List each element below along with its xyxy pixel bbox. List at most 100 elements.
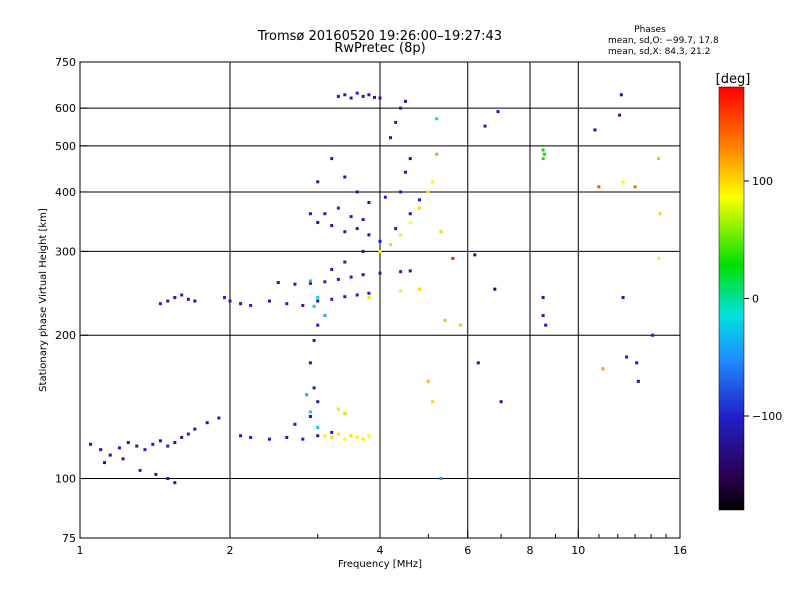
data-point [408, 212, 412, 216]
data-point [373, 95, 377, 99]
data-point [426, 190, 430, 194]
x-tick-label: 2 [227, 544, 234, 557]
data-point [403, 170, 407, 174]
data-point [121, 457, 125, 461]
chart-subtitle: RwPretec (8p) [334, 41, 425, 56]
data-point [408, 269, 412, 273]
data-point [657, 256, 661, 260]
data-point [361, 218, 365, 222]
data-point [330, 267, 334, 271]
colorbar-label: [deg] [716, 72, 751, 87]
data-point [343, 175, 347, 179]
data-point [301, 437, 305, 441]
data-point [403, 99, 407, 103]
data-point [483, 124, 487, 128]
data-point [308, 212, 312, 216]
data-point [417, 287, 421, 291]
data-point [336, 206, 340, 210]
data-point [285, 435, 289, 439]
y-tick-label: 750 [55, 56, 76, 69]
data-point [499, 400, 503, 404]
data-point [308, 410, 312, 414]
data-point [636, 379, 640, 383]
stats-o-line: mean, sd,O: −99.7, 17.8 [608, 36, 719, 46]
data-point [399, 270, 403, 274]
data-point [330, 435, 334, 439]
data-point [431, 180, 435, 184]
data-point [166, 299, 170, 303]
data-point [293, 422, 297, 426]
data-point [435, 117, 439, 121]
data-point [426, 379, 430, 383]
data-point [361, 437, 365, 441]
data-point [316, 323, 320, 327]
x-axis-ticks: 1 2 4 6 8 10 16 [77, 530, 687, 557]
data-point [378, 271, 382, 275]
data-point [431, 400, 435, 404]
data-point [267, 299, 271, 303]
data-point [249, 435, 253, 439]
data-point [443, 318, 447, 322]
data-point [355, 91, 359, 95]
data-point [651, 333, 655, 337]
x-tick-label: 16 [673, 544, 687, 557]
data-point [343, 260, 347, 264]
data-point [223, 296, 227, 300]
chart-title: Tromsø 20160520 19:26:00–19:27:43 [257, 29, 502, 44]
data-point [316, 299, 320, 303]
data-point [343, 230, 347, 234]
data-point [330, 297, 334, 301]
data-point [343, 437, 347, 441]
scatter-points [89, 91, 662, 485]
data-point [657, 157, 661, 161]
data-point [542, 152, 546, 156]
data-point [316, 296, 320, 300]
data-point [276, 281, 280, 285]
data-point [336, 94, 340, 98]
data-point [158, 302, 162, 306]
data-point [473, 253, 477, 257]
data-point [343, 411, 347, 415]
data-point [597, 185, 601, 189]
data-point [308, 414, 312, 418]
data-point [151, 442, 155, 446]
data-point [312, 304, 316, 308]
data-point [367, 201, 371, 205]
data-point [135, 444, 139, 448]
colorbar-tick-label: −100 [752, 410, 782, 423]
data-point [619, 93, 623, 97]
data-point [355, 435, 359, 439]
data-point [301, 303, 305, 307]
stats-x-line: mean, sd,X: 84.3, 21.2 [608, 47, 710, 57]
data-point [239, 434, 243, 438]
data-point [330, 430, 334, 434]
data-point [417, 206, 421, 210]
y-tick-label: 500 [55, 140, 76, 153]
data-point [103, 461, 107, 465]
data-point [476, 361, 480, 365]
data-point [308, 279, 312, 283]
data-point [399, 190, 403, 194]
data-point [173, 441, 177, 445]
data-point [378, 96, 382, 100]
data-point [89, 442, 93, 446]
data-point [367, 291, 371, 295]
data-point [343, 295, 347, 299]
data-point [316, 400, 320, 404]
data-point [383, 195, 387, 199]
data-point [633, 185, 637, 189]
y-axis-ticks: 75 100 200 300 400 500 600 750 [55, 56, 88, 545]
x-tick-label: 4 [377, 544, 384, 557]
data-point [117, 446, 121, 450]
data-point [316, 180, 320, 184]
data-point [336, 432, 340, 436]
y-axis-label: Stationary phase Virtual Height [km] [38, 208, 49, 392]
stats-title: Phases [634, 25, 666, 35]
data-point [625, 355, 629, 359]
data-point [394, 227, 398, 231]
data-point [173, 296, 177, 300]
data-point [308, 281, 312, 285]
data-point [496, 110, 500, 114]
y-tick-label: 100 [55, 473, 76, 486]
